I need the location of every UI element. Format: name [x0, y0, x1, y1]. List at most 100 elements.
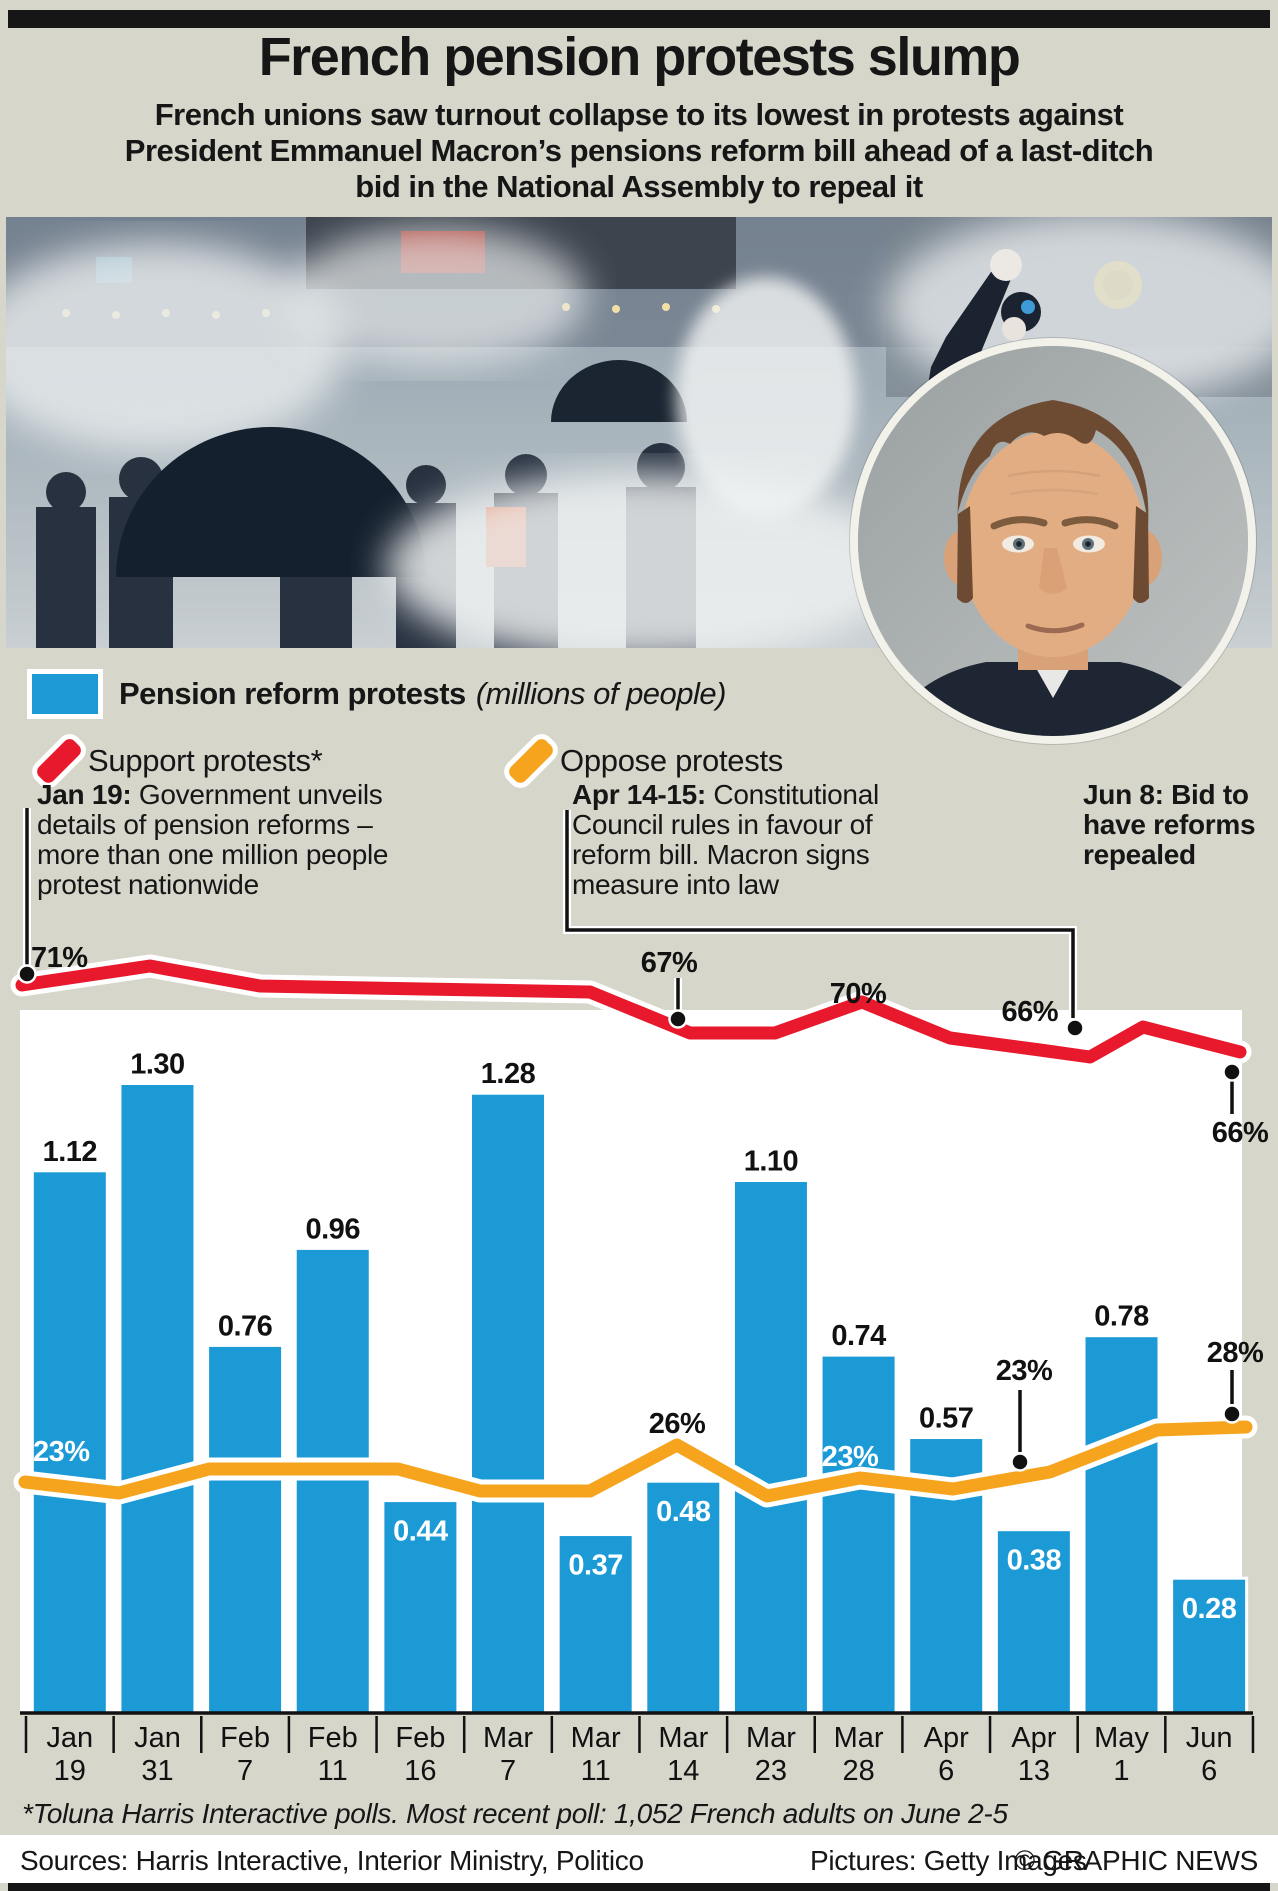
axis-month-label: Mar: [658, 1722, 708, 1754]
bar-Jan-31: [118, 1082, 197, 1715]
support-point-dot: [668, 1009, 688, 1029]
support-pct-label: 71%: [31, 942, 88, 974]
oppose-line: [18, 1420, 1253, 1503]
support-pct-label: 66%: [1212, 1117, 1269, 1149]
oppose-pct-label: 26%: [649, 1408, 706, 1440]
support-pct-label: 66%: [1001, 996, 1058, 1028]
bar-Feb-11: [293, 1246, 372, 1715]
bar-value-label: 0.74: [831, 1320, 886, 1352]
support-line: [15, 959, 1247, 1064]
axis-month-label: Feb: [308, 1722, 358, 1754]
axis-month-label: Apr: [924, 1722, 969, 1754]
bar-value-label: 1.28: [481, 1058, 536, 1090]
axis-day-label: 11: [581, 1755, 611, 1787]
macron-portrait: [850, 338, 1256, 744]
bar-May-1: [1082, 1334, 1161, 1715]
bar-Mar-7: [469, 1091, 548, 1715]
axis-day-label: 13: [1018, 1755, 1050, 1787]
axis-month-label: Jun: [1186, 1722, 1233, 1754]
axis-day-label: 1: [1113, 1755, 1129, 1787]
callout-line-apr-bracket: [565, 810, 1075, 1018]
bar-value-label: 0.38: [1007, 1545, 1062, 1577]
bars-swatch-icon: [27, 669, 103, 719]
oppose-point-dot: [1010, 1452, 1030, 1472]
support-pct-label: 67%: [641, 947, 698, 979]
oppose-pct-label: 23%: [822, 1441, 879, 1473]
legend-support: Support protests*: [27, 729, 323, 793]
footer-pictures: Pictures: Getty Images: [810, 1845, 1087, 1876]
axis-day-label: 28: [842, 1755, 874, 1787]
subtitle-line: President Emmanuel Macron’s pensions ref…: [124, 133, 1154, 168]
annotation-text: Bid to have reforms repealed: [1083, 779, 1256, 870]
axis-day-label: 11: [318, 1755, 348, 1787]
annotation-lead: Jun 8:: [1083, 779, 1164, 810]
axis-month-label: Feb: [220, 1722, 270, 1754]
axis-month-label: Mar: [746, 1722, 796, 1754]
footer-copyright: © GRAPHIC NEWS: [1014, 1845, 1258, 1876]
support-point-dot: [1222, 1062, 1242, 1082]
bar-value-label: 0.37: [568, 1550, 622, 1582]
axis-day-label: 16: [404, 1755, 436, 1787]
bar-value-label: 0.78: [1094, 1301, 1149, 1333]
bar-value-label: 1.12: [43, 1136, 97, 1168]
axis-day-label: 31: [141, 1755, 173, 1787]
legend-bars: Pension reform protests (millions of peo…: [27, 669, 726, 719]
annotation-text: Constitutional Council rules in favour o…: [572, 779, 879, 900]
bar-value-label: 0.48: [656, 1496, 711, 1528]
annotation-text: Government unveils details of pension re…: [37, 779, 389, 900]
axis-month-label: Mar: [834, 1722, 884, 1754]
bar-Jun-6: [1170, 1576, 1249, 1715]
axis-day-label: 23: [755, 1755, 787, 1787]
axis-day-label: 6: [938, 1755, 954, 1787]
annotation-jun8: Jun 8: Bid to have reforms repealed: [1083, 780, 1278, 870]
oppose-point-dot: [1222, 1404, 1242, 1424]
axis-day-label: 7: [500, 1755, 516, 1787]
support-point-dot: [1065, 1018, 1085, 1038]
bar-Mar-28: [819, 1353, 898, 1715]
axis-day-label: 14: [667, 1755, 699, 1787]
annotation-lead: Apr 14-15:: [572, 779, 706, 810]
bar-value-label: 1.30: [130, 1049, 184, 1081]
bar-value-label: 0.76: [218, 1310, 273, 1342]
bar-Mar-23: [731, 1179, 810, 1715]
subtitle-line: French unions saw turnout collapse to it…: [154, 97, 1124, 132]
bar-value-label: 0.57: [919, 1403, 973, 1435]
page-title: French pension protests slump: [258, 27, 1021, 87]
axis-month-label: Jan: [134, 1722, 181, 1754]
subtitle-line: bid in the National Assembly to repeal i…: [355, 169, 923, 204]
axis-month-label: Jan: [46, 1722, 93, 1754]
footer-sources: Sources: Harris Interactive, Interior Mi…: [20, 1845, 644, 1876]
poll-footnote: *Toluna Harris Interactive polls. Most r…: [22, 1798, 1008, 1829]
support-pct-label: 70%: [830, 978, 887, 1010]
bar-value-label: 1.10: [744, 1146, 798, 1178]
bar-value-label: 0.44: [393, 1516, 448, 1548]
axis-day-label: 6: [1201, 1755, 1217, 1787]
oppose-pct-label: 28%: [1207, 1337, 1264, 1369]
bar-Feb-7: [206, 1343, 285, 1715]
oppose-pct-label: 23%: [996, 1355, 1053, 1387]
annotation-lead: Jan 19:: [37, 779, 132, 810]
footer: Sources: Harris Interactive, Interior Mi…: [0, 1835, 1278, 1883]
oppose-pct-label: 23%: [33, 1436, 90, 1468]
legend-bars-note: (millions of people): [475, 676, 727, 711]
legend-support-label: Support protests*: [88, 743, 323, 778]
bottom-rule: [8, 1883, 1270, 1891]
annotation-jan19: Jan 19: Government unveils details of pe…: [37, 780, 437, 900]
axis-month-label: Apr: [1011, 1722, 1056, 1754]
page-subtitle: French unions saw turnout collapse to it…: [0, 97, 1278, 205]
top-rule: [8, 10, 1270, 28]
axis-month-label: Feb: [395, 1722, 445, 1754]
protest-chart: 1.12 1.30 0.76 0.96 0.44 1.28 0.37 0.48 1.10 0.74…: [10, 808, 1269, 1787]
annotation-apr14-15: Apr 14-15: Constitutional Council rules …: [572, 780, 922, 900]
support-point-dot: [17, 964, 37, 984]
protest-scene: [6, 217, 1272, 648]
macron-face: [858, 346, 1248, 736]
legend-oppose-label: Oppose protests: [560, 743, 783, 778]
axis-day-label: 7: [237, 1755, 253, 1787]
axis-month-label: May: [1094, 1722, 1149, 1754]
bar-value-label: 0.96: [306, 1213, 361, 1245]
axis-month-label: Mar: [571, 1722, 621, 1754]
bar-value-label: 0.28: [1182, 1593, 1237, 1625]
legend-oppose: Oppose protests: [499, 729, 783, 793]
